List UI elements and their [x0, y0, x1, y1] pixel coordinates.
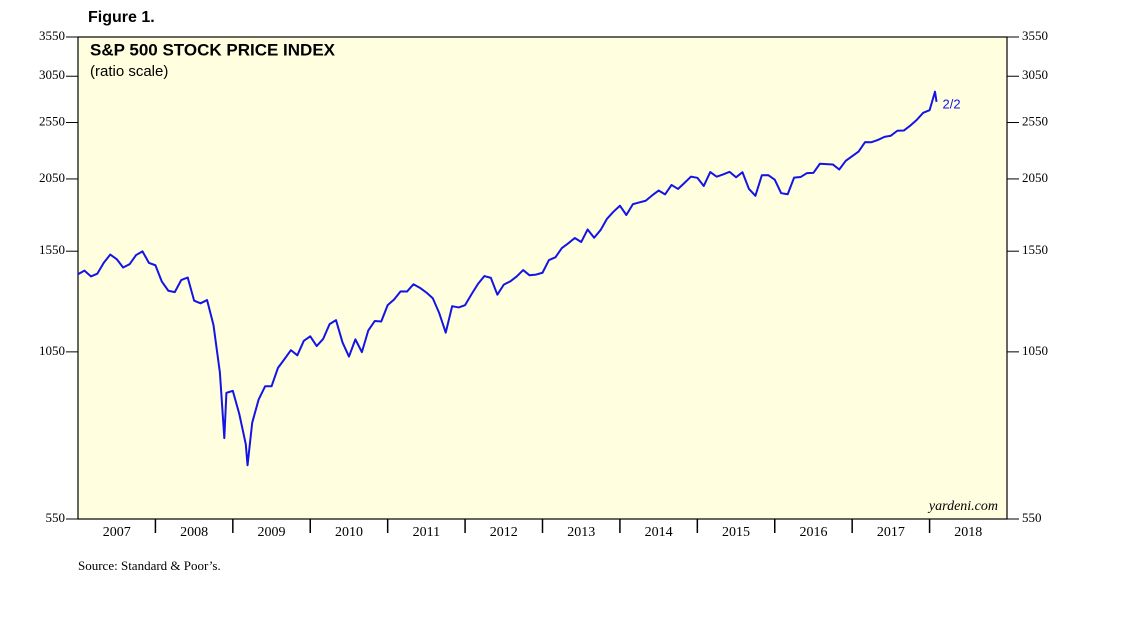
y-tick-label: 1050 [39, 343, 65, 358]
x-tick-label: 2008 [180, 525, 208, 540]
price-line [77, 90, 938, 467]
x-tick-label: 2012 [490, 525, 518, 540]
chart-title: S&P 500 STOCK PRICE INDEX [90, 40, 336, 59]
chart-subtitle: (ratio scale) [90, 63, 168, 80]
y-tick-label: 550 [46, 510, 66, 525]
x-tick-label: 2009 [258, 525, 286, 540]
x-tick-label: 2017 [877, 525, 905, 540]
x-tick-label: 2018 [954, 525, 982, 540]
x-tick-label: 2007 [103, 525, 131, 540]
y2-tick-label: 550 [1022, 510, 1042, 525]
y2-tick-label: 3550 [1022, 28, 1048, 43]
y-tick-label: 3550 [39, 28, 65, 43]
y-tick-label: 1550 [39, 242, 65, 257]
y2-tick-label: 1550 [1022, 242, 1048, 257]
y-tick-label: 2550 [39, 114, 65, 129]
watermark: yardeni.com [927, 499, 998, 514]
y-tick-label: 3050 [39, 67, 65, 82]
y2-tick-label: 2550 [1022, 114, 1048, 129]
y-tick-label: 2050 [39, 170, 65, 185]
y2-tick-label: 1050 [1022, 343, 1048, 358]
x-tick-label: 2010 [335, 525, 363, 540]
x-tick-label: 2016 [799, 525, 827, 540]
y2-tick-label: 2050 [1022, 170, 1048, 185]
x-tick-label: 2014 [645, 525, 673, 540]
source-note: Source: Standard & Poor’s. [78, 558, 221, 573]
x-tick-label: 2013 [567, 525, 595, 540]
x-tick-label: 2011 [413, 525, 440, 540]
y2-tick-label: 3050 [1022, 67, 1048, 82]
plot-area [77, 36, 1008, 520]
figure-label: Figure 1. [88, 9, 155, 26]
end-annotation: 2/2 [943, 96, 961, 111]
x-tick-label: 2015 [722, 525, 750, 540]
